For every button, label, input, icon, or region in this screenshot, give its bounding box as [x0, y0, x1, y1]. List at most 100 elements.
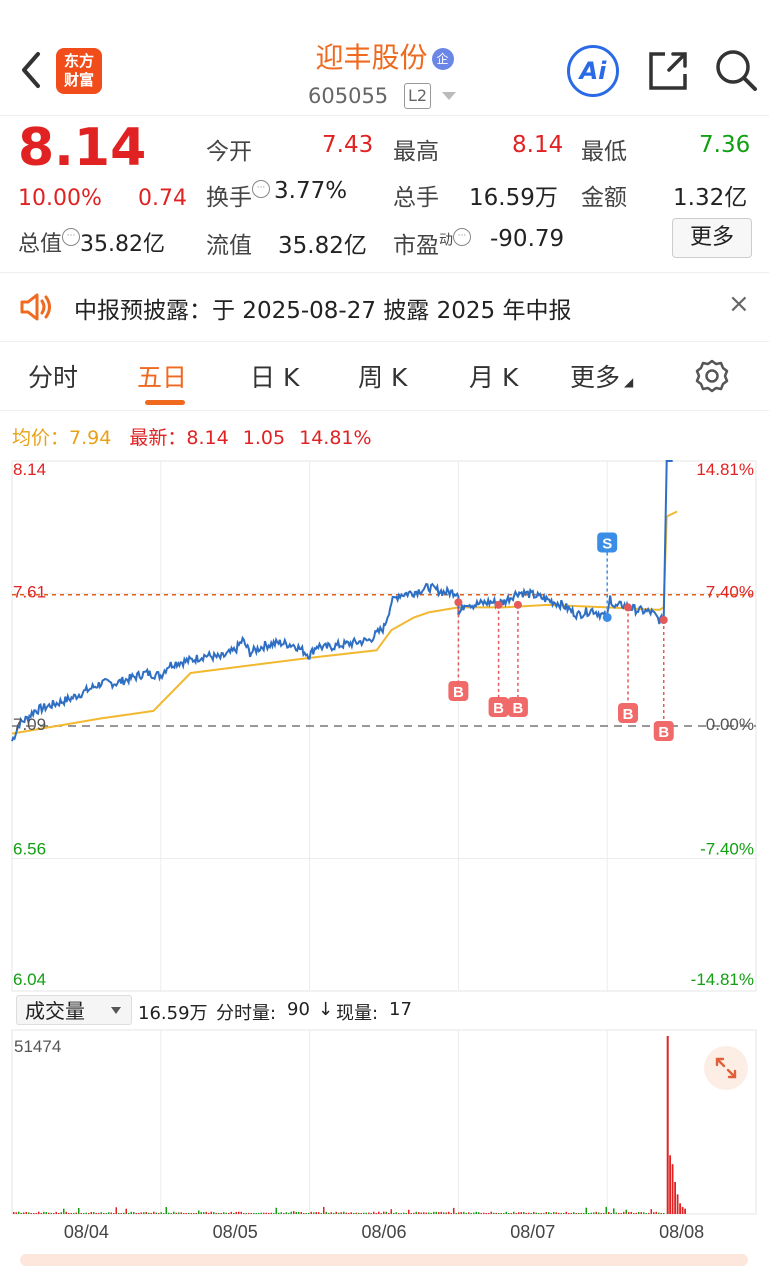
- volume-bar: [258, 1213, 260, 1214]
- volume-bar: [660, 1213, 662, 1214]
- volume-bar: [420, 1212, 422, 1214]
- volume-bar: [60, 1212, 62, 1214]
- volume-bar: [465, 1213, 467, 1214]
- change-percent: 10.00%: [18, 186, 102, 211]
- volume-bar: [473, 1212, 475, 1214]
- ai-assistant-button[interactable]: Ai: [567, 45, 619, 97]
- volume-bar: [200, 1212, 202, 1214]
- volume-bar: [95, 1212, 97, 1214]
- announcement-bar[interactable]: 中报预披露：于 2025-08-27 披露 2025 年中报 ×: [0, 273, 769, 342]
- volume-bar: [648, 1213, 650, 1214]
- tab-intraday[interactable]: 分时: [28, 363, 79, 392]
- float-value: 35.82亿: [278, 233, 367, 259]
- volume-bar: [348, 1213, 350, 1214]
- volume-bar: [223, 1212, 225, 1214]
- volume-bar: [558, 1212, 560, 1214]
- volume-bar: [410, 1213, 412, 1214]
- volume-chart[interactable]: 51474 08/04 08/05 08/06 08/07 08/08: [0, 1028, 769, 1254]
- volume-bar: [393, 1213, 395, 1214]
- tab-five-day[interactable]: 五日: [137, 363, 188, 392]
- volume-bar: [490, 1211, 492, 1214]
- volume-bar: [365, 1212, 367, 1214]
- tab-more[interactable]: 更多 ◢: [570, 363, 634, 392]
- y-left-tick-label: 6.04: [13, 970, 46, 989]
- y-right-tick-label: 14.81%: [696, 460, 754, 479]
- volume-bar: [623, 1211, 625, 1214]
- volume-bar: [345, 1212, 347, 1214]
- volume-bar: [65, 1211, 67, 1214]
- volume-bar: [328, 1213, 330, 1214]
- stock-code: 605055: [308, 84, 389, 108]
- buy-marker-dot: [454, 598, 463, 607]
- volume-bar: [620, 1213, 622, 1214]
- volume-bar: [80, 1213, 82, 1214]
- more-quote-button[interactable]: 更多: [672, 218, 752, 258]
- stock-name[interactable]: 迎丰股份企: [0, 36, 769, 76]
- volume-bar: [133, 1212, 135, 1214]
- announcement-text[interactable]: 中报预披露：于 2025-08-27 披露 2025 年中报: [74, 298, 572, 324]
- x-day-label: 08/06: [361, 1222, 406, 1242]
- volume-bar: [475, 1211, 477, 1214]
- volume-bar: [335, 1211, 337, 1214]
- volume-max-label: 51474: [14, 1037, 61, 1056]
- indicator-select[interactable]: 成交量: [16, 995, 132, 1025]
- tab-daily-k[interactable]: 日 K: [250, 363, 300, 392]
- volume-label: 总手: [393, 185, 439, 211]
- volume-bar: [143, 1212, 145, 1214]
- chart-legend: 均价：7.94 最新：8.14 1.05 14.81%: [12, 427, 372, 449]
- turnover-value: 3.77%: [274, 178, 348, 204]
- expand-chart-button[interactable]: [704, 1046, 748, 1090]
- volume-bar: [165, 1207, 167, 1214]
- volume-bar: [270, 1212, 272, 1214]
- volume-bar: [125, 1208, 127, 1214]
- bottom-action-strip[interactable]: [20, 1254, 748, 1266]
- volume-bar: [100, 1212, 102, 1214]
- volume-bar: [243, 1213, 245, 1214]
- volume-bar: [255, 1213, 257, 1214]
- buy-marker-badge: [507, 697, 528, 717]
- volume-bar: [468, 1212, 470, 1214]
- buy-marker-dot: [624, 603, 633, 612]
- volume-bar: [273, 1213, 275, 1214]
- app-logo[interactable]: 东方 财富: [56, 48, 102, 94]
- volume-bar: [135, 1213, 137, 1214]
- volume-bar: [280, 1212, 282, 1214]
- volume-bar: [208, 1212, 210, 1214]
- volume-bar: [295, 1211, 297, 1214]
- info-icon[interactable]: ···: [453, 228, 471, 246]
- volume-bar: [585, 1207, 587, 1214]
- volume-bar: [360, 1213, 362, 1214]
- volume-bar: [405, 1213, 407, 1214]
- info-icon[interactable]: ···: [252, 180, 270, 198]
- volume-bar: [375, 1213, 377, 1214]
- volume-bar: [528, 1212, 530, 1214]
- volume-bar: [408, 1209, 410, 1214]
- volume-bar: [435, 1211, 437, 1214]
- open-label: 今开: [206, 139, 252, 165]
- level2-badge[interactable]: L2: [404, 83, 432, 109]
- volume-bar: [588, 1213, 590, 1214]
- search-icon[interactable]: [712, 46, 760, 94]
- close-icon[interactable]: ×: [728, 289, 750, 319]
- volume-bar: [290, 1211, 292, 1214]
- volume-bar: [300, 1212, 302, 1214]
- chevron-down-icon[interactable]: [442, 92, 456, 100]
- volume-bar: [388, 1213, 390, 1214]
- tab-weekly-k[interactable]: 周 K: [358, 363, 408, 392]
- settings-gear-icon[interactable]: [694, 358, 730, 394]
- info-icon[interactable]: ···: [62, 228, 81, 246]
- tab-monthly-k[interactable]: 月 K: [469, 363, 519, 392]
- volume-bar: [470, 1213, 472, 1214]
- volume-bar: [428, 1212, 430, 1214]
- float-value-label: 流值: [206, 233, 252, 259]
- volume-bar: [538, 1213, 540, 1214]
- y-left-tick-label: 7.09: [13, 715, 46, 734]
- share-icon[interactable]: [645, 48, 691, 94]
- volume-bar: [303, 1213, 305, 1214]
- volume-bar: [423, 1212, 425, 1214]
- volume-bar: [103, 1213, 105, 1214]
- volume-bar: [523, 1212, 525, 1214]
- back-arrow-icon[interactable]: [18, 50, 44, 90]
- buy-marker-label: B: [658, 724, 669, 741]
